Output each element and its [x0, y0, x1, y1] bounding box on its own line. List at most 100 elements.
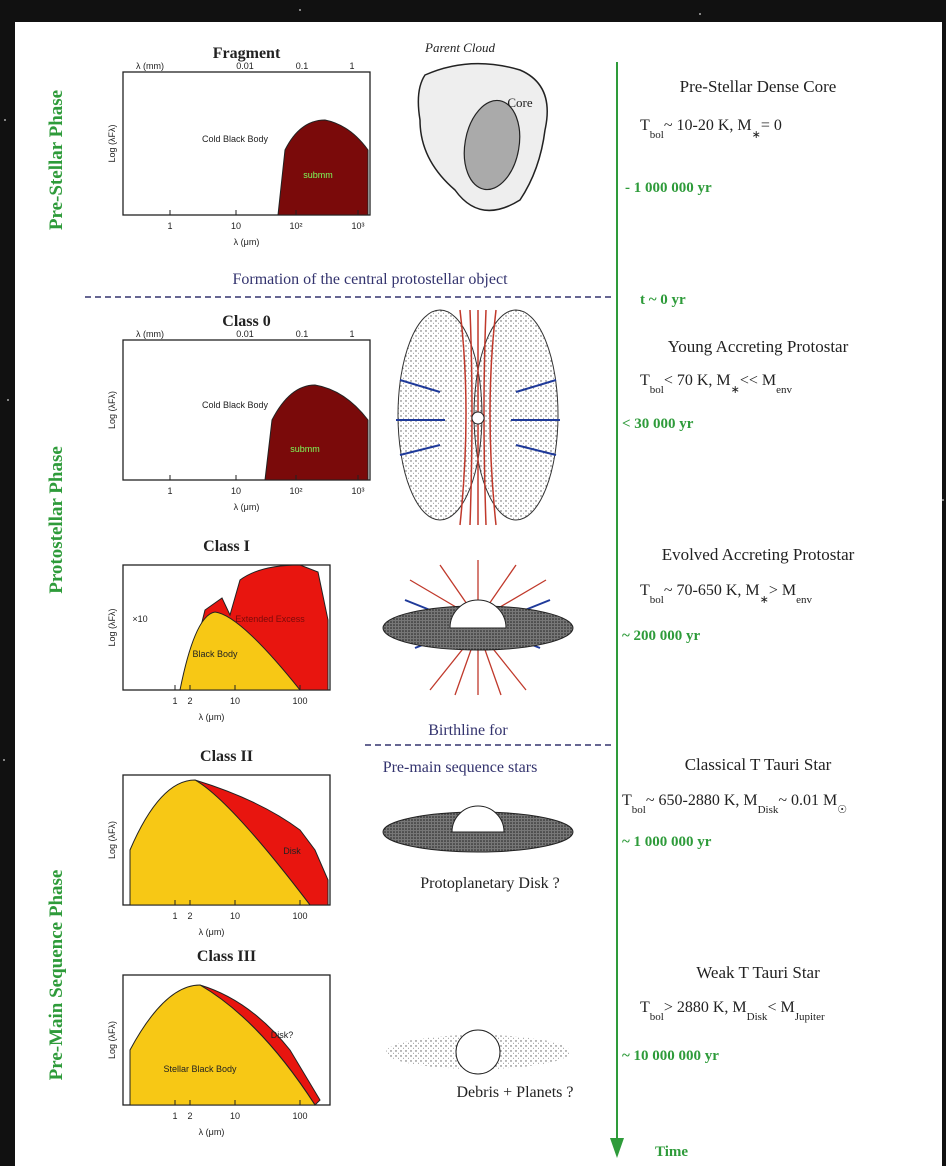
time-label: Time [655, 1144, 688, 1160]
subscript: ∗ [760, 594, 769, 606]
stage-formula: Tbol> 2880 K, MDisk< MJupiter [640, 999, 825, 1023]
subscript: Disk [747, 1011, 768, 1023]
formula-part: < 70 K, M [664, 372, 731, 389]
x-tick-label: 10 [230, 911, 240, 921]
x-axis-label: λ (μm) [234, 502, 260, 512]
phase-label: Pre-Main Sequence Phase [46, 870, 67, 1081]
curve-label: Black Body [192, 649, 238, 659]
curve-label: Extended Excess [235, 614, 305, 624]
stage-formula: Tbol~ 10-20 K, M∗= 0 [640, 117, 782, 141]
class1-disk [382, 560, 574, 696]
x-tick-label: 100 [292, 911, 307, 921]
formula-part: T [640, 582, 650, 599]
subscript: Disk [758, 804, 779, 816]
curve-label: ×10 [132, 614, 147, 624]
sed-curve [277, 119, 369, 216]
plot-title: Class III [197, 948, 256, 965]
sed-plot: Class I Log (λFλ) 1 2 10 100 λ (μm) Extended Ex… [107, 538, 331, 722]
subscript: ∗ [752, 129, 761, 141]
label: Parent Cloud [424, 40, 495, 55]
curve-label: Disk? [271, 1030, 294, 1040]
x-tick-label: 10² [289, 221, 302, 231]
formula-part: << M [740, 372, 776, 389]
top-axis-label: 0.01 [236, 329, 254, 339]
curve-label: Cold Black Body [202, 134, 269, 144]
formula-part: ~ 70-650 K, M [664, 582, 760, 599]
curve-label: Disk [283, 846, 301, 856]
x-tick-label: 1 [167, 221, 172, 231]
x-tick-label: 2 [187, 1111, 192, 1121]
x-tick-label: 10 [230, 696, 240, 706]
stage-name: Evolved Accreting Protostar [662, 545, 855, 564]
x-tick-label: 100 [292, 1111, 307, 1121]
stage-age: ~ 200 000 yr [622, 628, 701, 644]
formula-part: T [640, 117, 650, 134]
x-tick-label: 10 [231, 221, 241, 231]
stage-formula: Tbol~ 70-650 K, M∗> Menv [640, 582, 812, 606]
formula-part: ~ 0.01 M [778, 792, 837, 809]
subscript: bol [650, 129, 664, 141]
y-axis-label: Log (λFλ) [107, 1021, 117, 1059]
stage-name: Young Accreting Protostar [668, 337, 849, 356]
x-axis-label: λ (μm) [199, 927, 225, 937]
curve-label: submm [303, 170, 333, 180]
label: Formation of the central protostellar ob… [232, 271, 508, 288]
top-axis-label: 1 [349, 329, 354, 339]
x-axis-label: λ (μm) [234, 237, 260, 247]
phase-label: Pre-Stellar Phase [46, 90, 67, 230]
label: Birthline for [428, 722, 508, 739]
sed-plot: Class II Log (λFλ) 1 2 10 100 λ (μm) Disk [107, 748, 331, 937]
x-tick-label: 10³ [351, 486, 364, 496]
formula-part: ~ 10-20 K, M [664, 117, 752, 134]
formula-part: T [622, 792, 632, 809]
core [463, 99, 521, 191]
label: Protoplanetary Disk ? [420, 875, 560, 892]
stage-age: < 30 000 yr [622, 416, 694, 432]
y-axis-label: Log (λFλ) [107, 391, 117, 429]
stage-age: ~ 10 000 000 yr [622, 1048, 719, 1064]
stage-age: ~ 1 000 000 yr [622, 834, 712, 850]
x-tick-label: 10 [231, 486, 241, 496]
subscript: env [776, 384, 792, 396]
formula-part: > M [769, 582, 796, 599]
formula-part: T [640, 999, 650, 1016]
top-axis-label: λ (mm) [136, 61, 164, 71]
x-tick-label: 2 [187, 911, 192, 921]
stage-age: - 1 000 000 yr [625, 180, 712, 196]
stage-name: Classical T Tauri Star [685, 755, 832, 774]
sed-curve [264, 384, 369, 481]
label: Pre-main sequence stars [383, 759, 538, 776]
formula-part: T [640, 372, 650, 389]
formula-part: ~ 650-2880 K, M [646, 792, 758, 809]
x-tick-label: 10² [289, 486, 302, 496]
formula-part: < M [767, 999, 794, 1016]
subscript: bol [650, 594, 664, 606]
top-axis-label: 0.01 [236, 61, 254, 71]
sed-plot: Class III Log (λFλ) 1 2 10 100 λ (μm) Disk? Stel… [107, 948, 331, 1137]
y-axis-label: Log (λFλ) [107, 608, 117, 646]
stars [3, 9, 944, 761]
class0-envelope [396, 309, 560, 526]
x-tick-label: 1 [167, 486, 172, 496]
curve-label: submm [290, 444, 320, 454]
stage-name: Weak T Tauri Star [696, 963, 820, 982]
x-tick-label: 1 [172, 911, 177, 921]
subscript: Jupiter [795, 1011, 825, 1023]
class2-disk [382, 805, 574, 853]
subscript: bol [650, 1011, 664, 1023]
subscript: ☉ [837, 804, 847, 816]
top-axis-label: 0.1 [296, 329, 309, 339]
sed-curve [129, 779, 312, 906]
plot-title: Class II [200, 748, 253, 765]
y-axis-label: Log (λFλ) [107, 821, 117, 859]
stage-name: Pre-Stellar Dense Core [680, 77, 837, 96]
plot-title: Class I [203, 538, 250, 555]
subscript: bol [632, 804, 646, 816]
y-axis-label: Log (λFλ) [107, 124, 117, 162]
stage-formula: Tbol~ 650-2880 K, MDisk~ 0.01 M☉ [622, 792, 847, 816]
subscript: ∗ [731, 384, 740, 396]
x-tick-label: 10³ [351, 221, 364, 231]
t-zero: t ~ 0 yr [640, 292, 686, 308]
sed-plot: Class 0 λ (mm) 0.01 0.1 1 Log (λFλ) 1 10 10² 10³ λ… [107, 313, 371, 512]
